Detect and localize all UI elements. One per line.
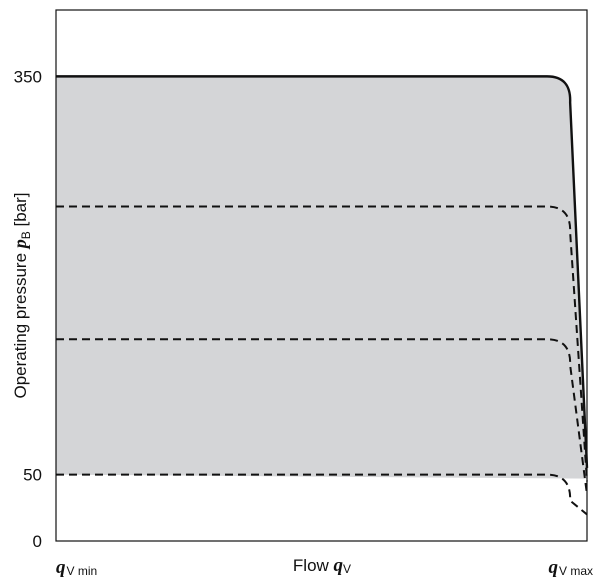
pressure-curve-dashed-3 xyxy=(56,473,588,516)
y-axis-title: Operating pressure pB [bar] xyxy=(10,192,33,398)
y-tick-label-0: 0 xyxy=(33,532,42,551)
x-tick-symbol: q xyxy=(548,557,558,578)
x-axis-title-subscript: V xyxy=(343,562,351,576)
x-axis-title: Flow qV xyxy=(293,555,351,576)
pressure-curve-dashed-2 xyxy=(56,338,588,495)
y-axis-title-unit: [bar] xyxy=(11,192,30,231)
y-tick-label-350: 350 xyxy=(14,67,42,86)
x-tick-subscript: V max xyxy=(559,564,593,578)
x-tick-symbol: q xyxy=(56,557,66,578)
max-pressure-curve-0 xyxy=(56,75,589,469)
x-tick-subscript: V min xyxy=(67,564,98,578)
x-axis-title-symbol: q xyxy=(334,555,344,576)
plot-frame xyxy=(55,9,588,542)
x-axis-title-prefix: Flow xyxy=(293,556,334,575)
x-tick-label-qv-min: qV min xyxy=(56,557,97,578)
y-axis-title-symbol: p xyxy=(10,239,30,250)
x-tick-label-qv-max: qV max xyxy=(548,557,593,578)
y-axis-title-prefix: Operating pressure xyxy=(11,248,30,398)
y-axis-title-subscript: B xyxy=(19,231,33,239)
plot-layer xyxy=(56,75,589,516)
operating-region-area xyxy=(56,76,587,479)
pressure-curve-dashed-1 xyxy=(56,205,588,482)
y-tick-label-50: 50 xyxy=(23,466,42,485)
